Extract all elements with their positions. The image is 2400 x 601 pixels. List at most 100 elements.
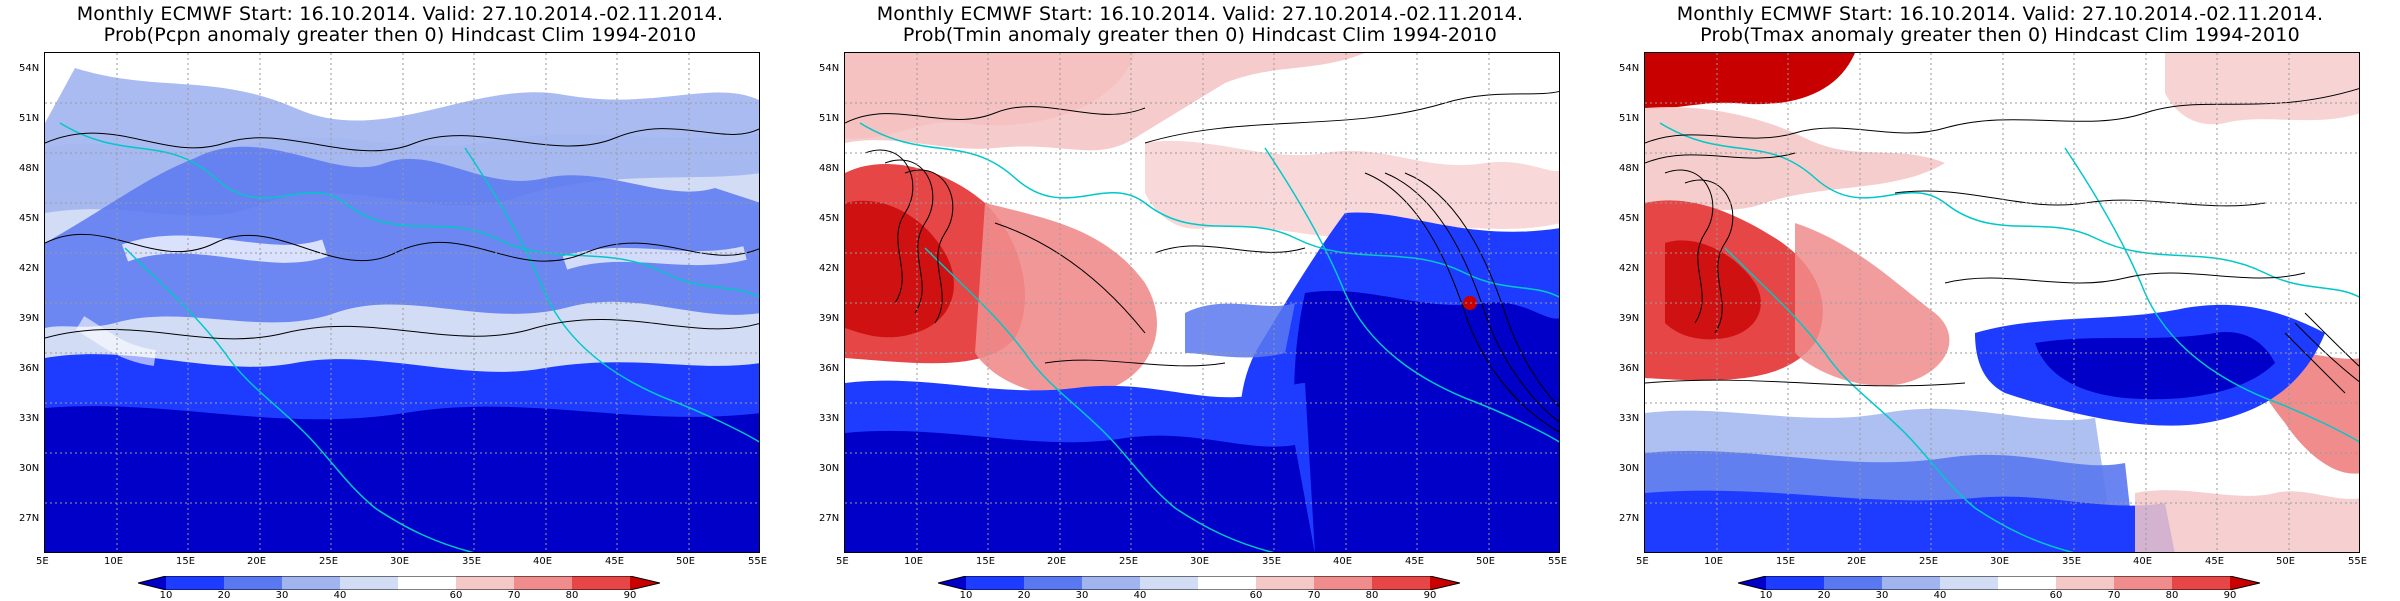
latitude-label: 51N [1619,113,1640,124]
colorbar-tick-label: 80 [2165,590,2179,601]
longitude-label: 50E [2276,556,2296,567]
latitude-label: 42N [19,263,40,274]
longitude-label: 15E [1776,556,1796,567]
latitude-label: 33N [819,413,840,424]
longitude-label: 25E [1119,556,1139,567]
longitude-label: 20E [1847,556,1867,567]
colorbar-tick-label: 30 [275,590,289,601]
colorbar-tick-label: 90 [623,590,637,601]
longitude-label: 30E [390,556,410,567]
probability-map [1644,52,2360,553]
longitude-label: 30E [1190,556,1210,567]
longitude-label: 25E [319,556,339,567]
longitude-label: 35E [2062,556,2082,567]
longitude-label: 40E [1333,556,1353,567]
latitude-label: 54N [819,63,840,74]
latitude-label: 48N [819,163,840,174]
colorbar-tick-label: 10 [1759,590,1773,601]
latitude-label: 42N [819,263,840,274]
probability-map [44,52,760,553]
colorbar-tick-label: 90 [1423,590,1437,601]
longitude-label: 15E [176,556,196,567]
colorbar [938,576,1460,590]
latitude-label: 39N [19,313,40,324]
colorbar-tick-label: 70 [1307,590,1321,601]
colorbar-tick-label: 40 [1933,590,1947,601]
longitude-label: 10E [904,556,924,567]
latitude-label: 39N [819,313,840,324]
colorbar-tick-label: 70 [507,590,521,601]
tmin-probability-field [845,53,1559,552]
longitude-label: 25E [1919,556,1939,567]
colorbar-graphic [1738,576,2260,590]
longitude-label: 10E [104,556,124,567]
colorbar-tick-label: 90 [2223,590,2237,601]
latitude-label: 30N [819,463,840,474]
colorbar-tick-label: 20 [1017,590,1031,601]
longitude-label: 40E [533,556,553,567]
latitude-label: 42N [1619,263,1640,274]
latitude-label: 36N [1619,363,1640,374]
latitude-label: 48N [19,163,40,174]
pcpn-probability-field [45,53,759,552]
probability-map [844,52,1560,553]
latitude-label: 27N [19,513,40,524]
colorbar-tick-label: 20 [217,590,231,601]
panel-title-line-2: Prob(Tmin anomaly greater then 0) Hindca… [902,24,1498,46]
longitude-label: 50E [676,556,696,567]
longitude-label: 30E [1990,556,2010,567]
latitude-label: 51N [19,113,40,124]
colorbar-tick-label: 30 [1875,590,1889,601]
longitude-label: 20E [247,556,267,567]
latitude-label: 36N [19,363,40,374]
longitude-label: 5E [36,556,49,567]
tmax-probability-field [1645,53,2359,552]
panel-title-line-1: Monthly ECMWF Start: 16.10.2014. Valid: … [1676,3,2324,25]
longitude-label: 50E [1476,556,1496,567]
latitude-label: 39N [1619,313,1640,324]
colorbar-tick-label: 80 [1365,590,1379,601]
panel-title-line-2: Prob(Pcpn anomaly greater then 0) Hindca… [103,24,697,46]
longitude-label: 20E [1047,556,1067,567]
latitude-label: 36N [819,363,840,374]
panel-title-line-2: Prob(Tmax anomaly greater then 0) Hindca… [1700,24,2300,46]
longitude-label: 35E [462,556,482,567]
map-panel-tmax: Monthly ECMWF Start: 16.10.2014. Valid: … [1600,0,2400,601]
map-panel-pcpn: Monthly ECMWF Start: 16.10.2014. Valid: … [0,0,800,601]
colorbar-tick-label: 40 [1133,590,1147,601]
latitude-label: 45N [1619,213,1640,224]
colorbar-graphic [138,576,660,590]
colorbar-tick-label: 60 [1249,590,1263,601]
longitude-label: 10E [1704,556,1724,567]
panel-title-line-1: Monthly ECMWF Start: 16.10.2014. Valid: … [76,3,724,25]
latitude-label: 45N [19,213,40,224]
latitude-label: 27N [1619,513,1640,524]
colorbar-tick-label: 30 [1075,590,1089,601]
longitude-label: 45E [605,556,625,567]
colorbar [138,576,660,590]
latitude-label: 45N [819,213,840,224]
colorbar-tick-label: 40 [333,590,347,601]
longitude-label: 45E [2205,556,2225,567]
latitude-label: 51N [819,113,840,124]
colorbar-tick-label: 60 [449,590,463,601]
latitude-label: 54N [1619,63,1640,74]
colorbar-tick-label: 10 [959,590,973,601]
latitude-label: 48N [1619,163,1640,174]
longitude-label: 40E [2133,556,2153,567]
latitude-label: 54N [19,63,40,74]
longitude-label: 35E [1262,556,1282,567]
latitude-label: 30N [19,463,40,474]
colorbar-tick-label: 60 [2049,590,2063,601]
longitude-label: 55E [748,556,768,567]
latitude-label: 33N [1619,413,1640,424]
colorbar-tick-label: 80 [565,590,579,601]
latitude-label: 33N [19,413,40,424]
longitude-label: 55E [1548,556,1568,567]
longitude-label: 5E [1636,556,1649,567]
colorbar-graphic [938,576,1460,590]
latitude-label: 30N [1619,463,1640,474]
colorbar [1738,576,2260,590]
colorbar-tick-label: 10 [159,590,173,601]
longitude-label: 45E [1405,556,1425,567]
